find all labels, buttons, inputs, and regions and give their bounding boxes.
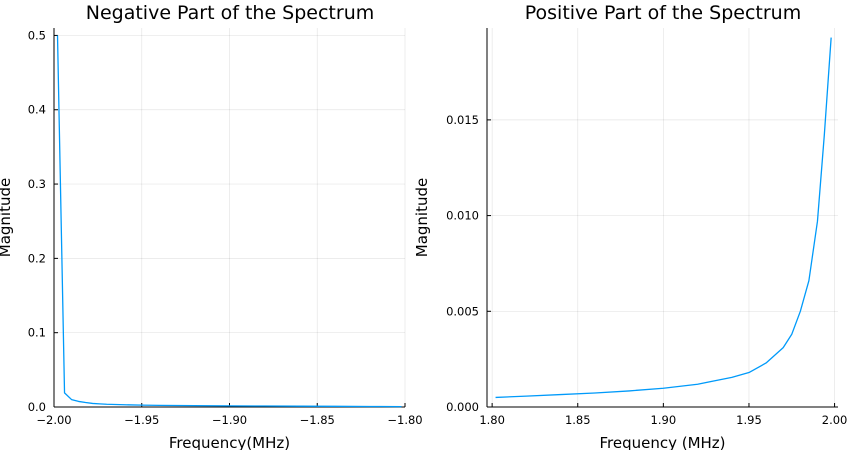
y-tick-label: 0.000 (446, 400, 479, 414)
x-tick-label: 1.80 (479, 413, 505, 427)
y-tick-label: 0.015 (446, 113, 479, 127)
series-line (495, 37, 832, 399)
x-tick-label: −1.85 (300, 413, 335, 427)
y-tick-label: 0.2 (28, 251, 46, 265)
series-line (56, 35, 402, 408)
chart-title: Positive Part of the Spectrum (525, 2, 801, 24)
x-tick-label: 2.00 (822, 413, 848, 427)
y-tick-label: 0.5 (28, 28, 46, 42)
x-tick-label: −1.95 (124, 413, 159, 427)
y-tick-label: 0.1 (28, 326, 46, 340)
x-tick-label: 1.95 (736, 413, 762, 427)
y-tick-label: 0.4 (28, 103, 46, 117)
x-axis-label: Frequency (MHz) (599, 434, 725, 450)
x-tick-label: 1.85 (565, 413, 591, 427)
x-tick-label: −1.90 (212, 413, 247, 427)
chart-title: Negative Part of the Spectrum (86, 2, 375, 24)
x-tick-label: −1.80 (387, 413, 422, 427)
positive-spectrum-panel: 1.80 1.85 1.90 1.95 2.00 0.000 0.005 0.010 0.015… (413, 2, 847, 450)
x-axis-label: Frequency(MHz) (169, 434, 290, 450)
negative-spectrum-panel: −2.00 −1.95 −1.90 −1.85 −1.80 0.0 0.1 0.2 0.3 0.4… (0, 2, 423, 450)
y-tick-label: 0.005 (446, 304, 479, 318)
y-tick-label: 0.3 (28, 177, 46, 191)
y-axis-label: Magnitude (0, 178, 14, 257)
x-tick-label: −2.00 (36, 413, 71, 427)
x-tick-label: 1.90 (651, 413, 677, 427)
y-axis-label: Magnitude (413, 178, 431, 257)
y-tick-label: 0.0 (28, 400, 46, 414)
y-tick-label: 0.010 (446, 209, 479, 223)
